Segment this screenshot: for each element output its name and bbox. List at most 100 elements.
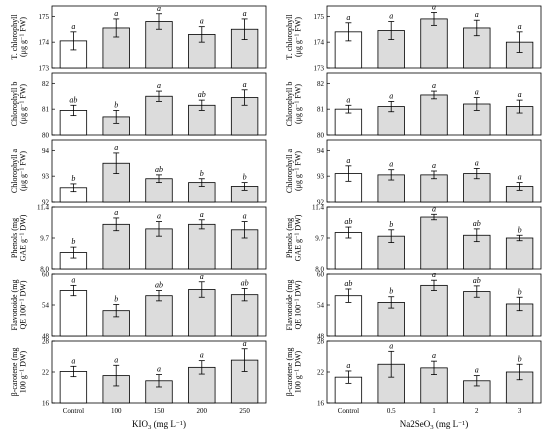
subplot-1: 173 174 175 T. chlorophyll(μg g−1 FW) a a a a a: [285, 2, 542, 73]
y-tick-label: 80: [317, 132, 325, 140]
significance-letter: a: [114, 143, 118, 152]
significance-letter: a: [475, 88, 479, 97]
y-tick-label: 16: [42, 400, 50, 408]
significance-letter: a: [346, 361, 350, 370]
y-axis-label: Chlorophyll a(μg g−1 FW): [10, 148, 27, 193]
significance-letter: b: [389, 287, 393, 296]
y-axis-label: Flavonoide (mgQE 100−1 DW): [10, 280, 27, 331]
y-tick-label: 82: [42, 80, 50, 88]
bar: [463, 291, 491, 337]
bar: [145, 295, 173, 337]
y-tick-label: 94: [317, 147, 325, 155]
bar: [505, 237, 534, 270]
bar: [334, 232, 363, 270]
significance-letter: ab: [473, 276, 481, 285]
y-axis-label: Chlorophyll a(μg g−1 FW): [285, 148, 302, 193]
y-tick-label: 8.0: [40, 266, 49, 274]
x-tick-label: 0.5: [387, 407, 396, 415]
significance-letter: a: [157, 81, 161, 90]
significance-letter: ab: [241, 278, 249, 287]
significance-letter: ab: [155, 281, 163, 290]
significance-letter: a: [200, 272, 204, 281]
y-axis-label: Chlorophyll b(μg g−1 FW): [10, 82, 27, 127]
y-tick-label: 80: [42, 132, 50, 140]
significance-letter: a: [114, 9, 118, 18]
subplot-6: 16 22 28 β-carotene (mg100 g−1 DW) a a a a a Cont…: [10, 338, 267, 430]
significance-letter: a: [475, 158, 479, 167]
y-tick-label: 174: [39, 39, 50, 47]
y-tick-label: 175: [314, 13, 325, 21]
y-axis-label: Phenols (mgGAE g−1 DW): [285, 214, 302, 261]
bar: [102, 223, 130, 270]
significance-letter: b: [243, 173, 247, 182]
significance-letter: a: [346, 156, 350, 165]
y-tick-label: 60: [42, 271, 50, 279]
bar: [188, 223, 216, 270]
significance-letter: a: [346, 95, 350, 104]
subplot-2: 80 81 82 Chlorophyll b(μg g−1 FW) a a a a a: [285, 72, 542, 140]
y-tick-label: 11.4: [312, 204, 324, 212]
significance-letter: a: [475, 366, 479, 375]
x-tick-label: Control: [63, 407, 84, 415]
y-axis-label: T. chlorophyll(μg g−1 FW): [10, 14, 27, 60]
significance-letter: b: [518, 287, 522, 296]
bar: [420, 174, 448, 203]
significance-letter: a: [157, 212, 161, 221]
significance-letter: a: [432, 161, 436, 170]
y-tick-label: 81: [42, 106, 50, 114]
x-tick-label: 100: [111, 407, 122, 415]
subplot-4: 8.0 9.7 11.4 Phenols (mgGAE g−1 DW) b a a a a: [10, 204, 267, 274]
y-tick-label: 9.7: [315, 235, 324, 243]
significance-letter: a: [71, 22, 75, 31]
y-tick-label: 28: [42, 338, 50, 346]
significance-letter: b: [114, 294, 118, 303]
y-tick-label: 173: [39, 65, 50, 73]
significance-letter: a: [200, 17, 204, 26]
significance-letter: a: [157, 365, 161, 374]
y-tick-label: 94: [42, 147, 50, 155]
significance-letter: a: [475, 10, 479, 19]
significance-letter: b: [200, 169, 204, 178]
subplot-4: 8.0 9.7 11.4 Phenols (mgGAE g−1 DW) ab b a ab b: [285, 204, 542, 274]
x-tick-label: 250: [239, 407, 250, 415]
significance-letter: ab: [198, 90, 206, 99]
x-tick-label: 150: [154, 407, 165, 415]
y-axis-label: Chlorophyll b(μg g−1 FW): [285, 82, 302, 127]
y-axis-label: T. chlorophyll(μg g−1 FW): [285, 14, 302, 60]
subplot-3: 92 93 94 Chlorophyll a(μg g−1 FW) a a a a a: [285, 139, 542, 207]
significance-letter: a: [114, 355, 118, 364]
y-tick-label: 22: [42, 369, 50, 377]
significance-letter: a: [432, 2, 436, 11]
significance-letter: a: [389, 12, 393, 21]
y-tick-label: 92: [42, 199, 50, 207]
subplot-5: 48 54 60 Flavonoide (mgQE 100−1 DW) ab b a ab b: [285, 270, 542, 341]
significance-letter: a: [389, 91, 393, 100]
y-tick-label: 11.4: [37, 204, 49, 212]
y-tick-label: 54: [42, 302, 50, 310]
significance-letter: a: [71, 275, 75, 284]
y-axis-label: Flavonoide (mgQE 100−1 DW): [285, 280, 302, 331]
significance-letter: a: [243, 212, 247, 221]
significance-letter: a: [71, 356, 75, 365]
y-tick-label: 54: [317, 302, 325, 310]
subplot-6: 16 22 28 β-carotene (mg100 g−1 DW) a a a a b Cont…: [285, 338, 542, 430]
significance-letter: a: [389, 160, 393, 169]
bar: [420, 94, 448, 136]
significance-letter: a: [518, 173, 522, 182]
significance-letter: ab: [344, 217, 352, 226]
x-tick-label: 200: [197, 407, 208, 415]
x-tick-label: Control: [338, 407, 359, 415]
significance-letter: a: [157, 4, 161, 13]
significance-letter: b: [518, 354, 522, 363]
significance-letter: a: [518, 22, 522, 31]
x-tick-label: 3: [518, 407, 522, 415]
significance-letter: a: [389, 341, 393, 350]
y-tick-label: 175: [39, 13, 50, 21]
significance-letter: ab: [155, 165, 163, 174]
y-tick-label: 173: [314, 65, 325, 73]
y-tick-label: 81: [317, 106, 325, 114]
significance-letter: a: [114, 208, 118, 217]
